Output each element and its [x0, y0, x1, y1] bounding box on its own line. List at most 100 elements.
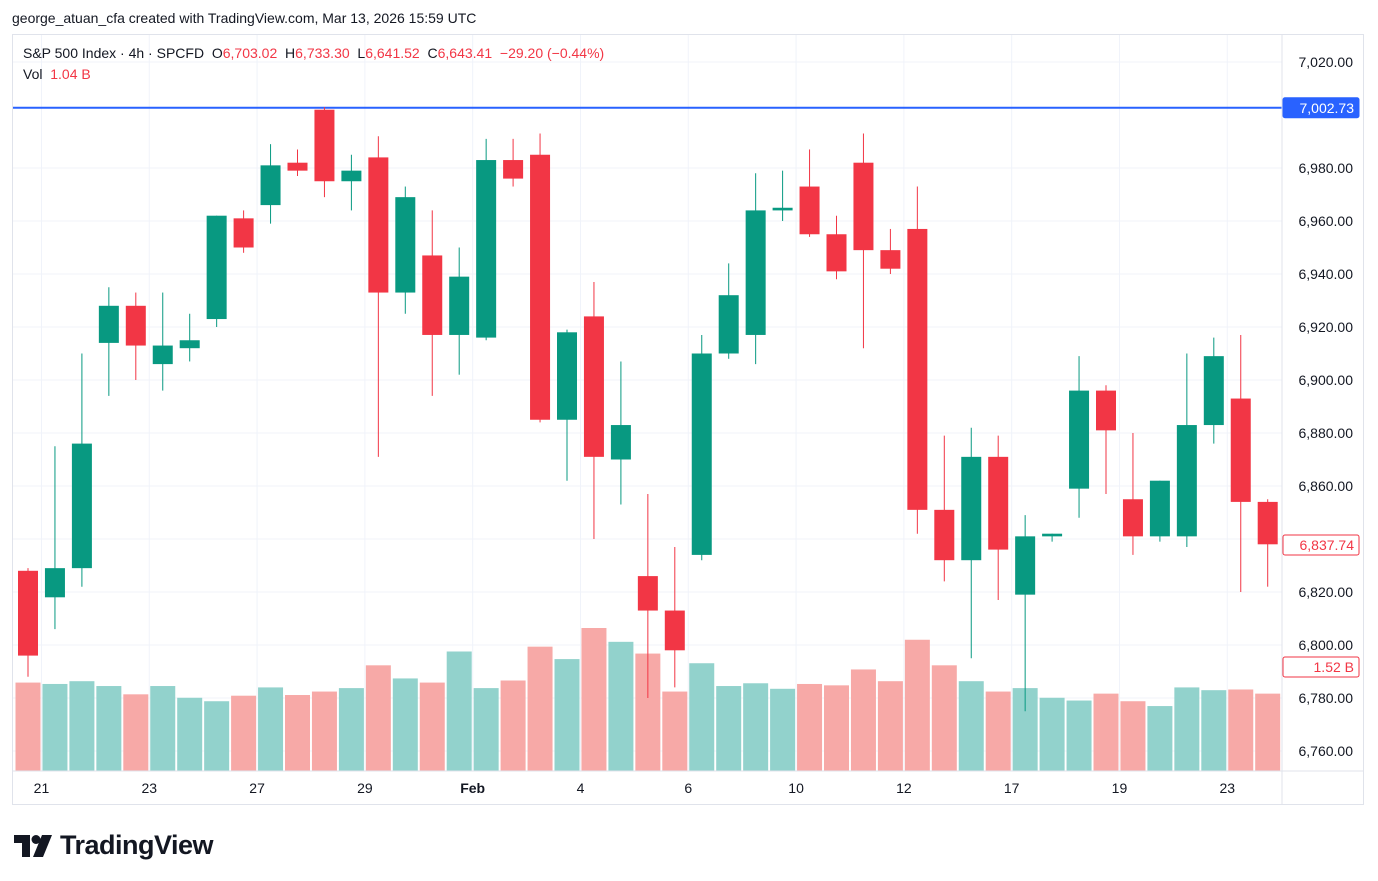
volume-bar: [824, 685, 849, 771]
candle-body: [44, 568, 65, 598]
time-tick-label: 23: [141, 780, 157, 796]
volume-bar: [1201, 690, 1227, 771]
candle-body: [1069, 390, 1090, 489]
volume-bar: [177, 697, 203, 771]
candle-body: [71, 443, 92, 569]
volume-bar: [1066, 700, 1092, 771]
volume-bar: [123, 694, 149, 771]
candle-body: [934, 509, 955, 561]
volume-bar: [473, 688, 499, 771]
price-tick-label: 6,920.00: [1299, 319, 1354, 335]
volume-bar: [500, 680, 526, 771]
candle-body: [1176, 425, 1197, 537]
volume-value: 1.04 B: [50, 66, 91, 82]
time-tick-label: 17: [1004, 780, 1020, 796]
volume-bar: [15, 682, 41, 771]
candle-body: [422, 255, 443, 335]
volume-bar: [419, 682, 445, 771]
low-label: L: [357, 45, 366, 61]
candle-body: [637, 576, 658, 611]
candle-body: [476, 160, 497, 338]
price-tick-label: 6,880.00: [1299, 425, 1354, 441]
candle-body: [1096, 390, 1116, 431]
candle-body: [449, 276, 470, 335]
change-value: −29.20 (−0.44%): [499, 45, 605, 61]
volume-bar: [716, 686, 742, 771]
price-tick-label: 6,940.00: [1299, 266, 1354, 282]
price-tick-label: 6,800.00: [1299, 637, 1354, 653]
time-tick-label: 21: [34, 780, 50, 796]
tradingview-logo-text: TradingView: [60, 830, 214, 860]
open-value: 6,703.02: [222, 45, 278, 61]
candle-body: [718, 295, 739, 354]
candle-body: [341, 170, 362, 182]
volume-bar: [1255, 693, 1281, 771]
high-value: 6,733.30: [295, 45, 350, 61]
volume-bar: [743, 683, 769, 771]
volume-bar: [662, 691, 688, 771]
volume-bar: [797, 683, 823, 771]
volume-bar: [42, 683, 68, 771]
volume-label: Vol: [23, 66, 43, 82]
high-label: H: [285, 45, 296, 61]
candle-body: [988, 456, 1009, 550]
low-value: 6,641.52: [365, 45, 420, 61]
time-tick-label: 29: [357, 780, 373, 796]
price-tick-label: 6,900.00: [1299, 372, 1354, 388]
tradingview-logo[interactable]: TradingView: [14, 830, 214, 861]
volume-bar: [1174, 687, 1200, 771]
volume-bar: [392, 678, 418, 771]
candle-body: [260, 165, 281, 206]
last-price-badge: 6,837.74: [1300, 537, 1355, 553]
volume-bar: [608, 641, 634, 771]
open-label: O: [211, 45, 223, 61]
candle-body: [961, 456, 982, 561]
price-tick-label: 6,960.00: [1299, 213, 1354, 229]
volume-badge: 1.52 B: [1314, 659, 1354, 675]
time-tick-label: 10: [788, 780, 804, 796]
volume-bar: [258, 687, 284, 771]
candle-body: [664, 610, 685, 651]
candle-body: [125, 305, 146, 346]
volume-bar: [338, 688, 364, 771]
candle-body: [772, 207, 793, 211]
hline-price-badge-bg: [1282, 97, 1360, 119]
candle-body: [691, 353, 712, 555]
candle-body: [1015, 536, 1036, 595]
candle-body: [880, 250, 901, 269]
candle-body: [1042, 533, 1063, 537]
symbol-label[interactable]: S&P 500 Index · 4h · SPCFD: [23, 45, 205, 61]
volume-bar: [581, 628, 607, 771]
price-tick-label: 6,980.00: [1299, 160, 1354, 176]
volume-bar: [1228, 689, 1254, 771]
candle-body: [1257, 501, 1278, 545]
volume-legend: Vol 1.04 B: [23, 66, 91, 82]
price-tick-label: 6,820.00: [1299, 584, 1354, 600]
last-price-badge-bg: [1282, 534, 1360, 556]
volume-bar: [931, 665, 957, 771]
candle-body: [314, 109, 335, 182]
volume-badge-bg: [1282, 656, 1360, 678]
volume-bar: [150, 686, 176, 771]
candle-body: [853, 162, 874, 251]
candle-body: [1149, 480, 1170, 537]
candle-body: [745, 210, 766, 335]
chart-frame[interactable]: [12, 34, 1364, 805]
volume-bar: [850, 669, 876, 771]
volume-bar: [69, 681, 95, 771]
time-tick-label: 12: [896, 780, 912, 796]
volume-bar: [1120, 701, 1146, 771]
tradingview-logo-icon: [14, 834, 52, 857]
volume-bar: [204, 701, 230, 771]
candle-body: [287, 162, 308, 171]
volume-bar: [365, 665, 391, 771]
candle-body: [557, 332, 577, 420]
volume-bar: [1093, 693, 1119, 771]
candle-body: [206, 215, 227, 320]
candle-body: [583, 316, 604, 457]
candle-body: [1203, 356, 1224, 426]
volume-bar: [770, 688, 796, 771]
volume-bar: [554, 659, 580, 771]
candle-body: [907, 228, 928, 510]
